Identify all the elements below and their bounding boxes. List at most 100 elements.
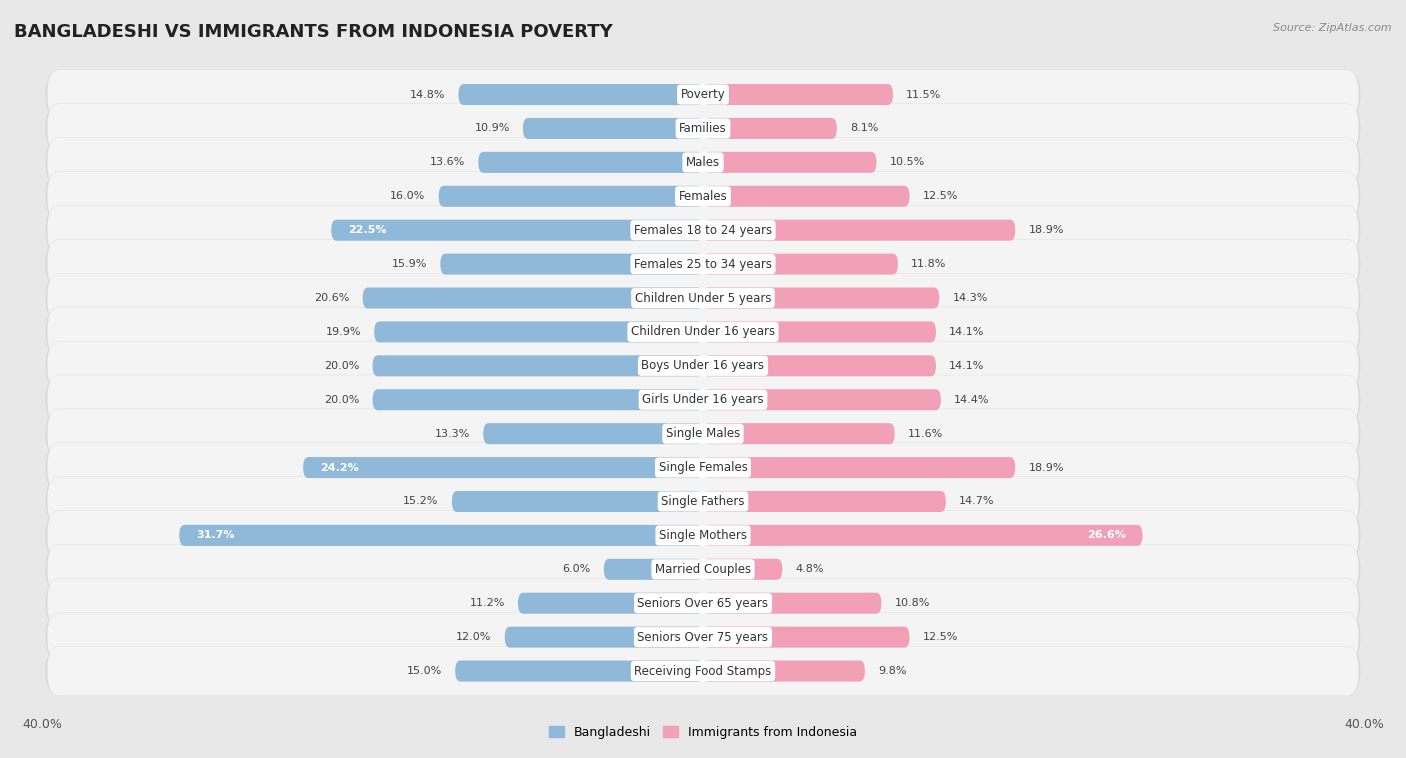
FancyBboxPatch shape [48,511,1358,560]
FancyBboxPatch shape [456,660,703,681]
Text: 18.9%: 18.9% [1028,225,1064,235]
FancyBboxPatch shape [523,118,703,139]
Text: 15.0%: 15.0% [406,666,441,676]
Text: 15.2%: 15.2% [404,496,439,506]
Text: 13.3%: 13.3% [434,429,470,439]
FancyBboxPatch shape [451,491,703,512]
FancyBboxPatch shape [703,84,893,105]
FancyBboxPatch shape [48,477,1358,526]
Text: Families: Families [679,122,727,135]
Text: 10.5%: 10.5% [890,158,925,168]
Text: 9.8%: 9.8% [879,666,907,676]
FancyBboxPatch shape [45,139,1361,186]
FancyBboxPatch shape [703,627,910,647]
Text: 16.0%: 16.0% [391,191,426,202]
FancyBboxPatch shape [703,321,936,343]
Text: 26.6%: 26.6% [1087,531,1126,540]
FancyBboxPatch shape [332,220,703,241]
FancyBboxPatch shape [48,138,1358,187]
FancyBboxPatch shape [304,457,703,478]
FancyBboxPatch shape [48,409,1358,459]
FancyBboxPatch shape [439,186,703,207]
FancyBboxPatch shape [45,241,1361,287]
FancyBboxPatch shape [703,390,941,410]
Text: Single Females: Single Females [658,461,748,474]
FancyBboxPatch shape [48,375,1358,424]
FancyBboxPatch shape [45,275,1361,321]
Text: Seniors Over 75 years: Seniors Over 75 years [637,631,769,644]
FancyBboxPatch shape [48,578,1358,628]
FancyBboxPatch shape [45,71,1361,117]
Text: 8.1%: 8.1% [851,124,879,133]
FancyBboxPatch shape [703,559,782,580]
Text: Children Under 5 years: Children Under 5 years [634,292,772,305]
FancyBboxPatch shape [45,411,1361,457]
Text: 31.7%: 31.7% [195,531,235,540]
Text: 13.6%: 13.6% [430,158,465,168]
FancyBboxPatch shape [48,274,1358,323]
Text: 14.4%: 14.4% [955,395,990,405]
Text: Single Mothers: Single Mothers [659,529,747,542]
Text: 11.6%: 11.6% [908,429,943,439]
FancyBboxPatch shape [703,220,1015,241]
Text: Seniors Over 65 years: Seniors Over 65 years [637,597,769,609]
FancyBboxPatch shape [458,84,703,105]
Text: 15.9%: 15.9% [392,259,427,269]
FancyBboxPatch shape [45,547,1361,592]
FancyBboxPatch shape [45,614,1361,660]
FancyBboxPatch shape [48,544,1358,594]
FancyBboxPatch shape [48,443,1358,493]
Text: 14.8%: 14.8% [409,89,446,99]
Text: Females: Females [679,190,727,203]
FancyBboxPatch shape [374,321,703,343]
Text: 12.5%: 12.5% [922,191,957,202]
FancyBboxPatch shape [180,525,703,546]
Text: Poverty: Poverty [681,88,725,101]
FancyBboxPatch shape [373,356,703,376]
FancyBboxPatch shape [703,660,865,681]
FancyBboxPatch shape [363,287,703,309]
FancyBboxPatch shape [45,444,1361,490]
FancyBboxPatch shape [48,70,1358,119]
Text: 12.0%: 12.0% [456,632,492,642]
Text: 14.1%: 14.1% [949,361,984,371]
FancyBboxPatch shape [605,559,703,580]
FancyBboxPatch shape [45,207,1361,253]
Legend: Bangladeshi, Immigrants from Indonesia: Bangladeshi, Immigrants from Indonesia [544,721,862,744]
Text: Girls Under 16 years: Girls Under 16 years [643,393,763,406]
FancyBboxPatch shape [703,356,936,376]
FancyBboxPatch shape [703,593,882,614]
Text: Single Fathers: Single Fathers [661,495,745,508]
Text: 14.1%: 14.1% [949,327,984,337]
Text: 20.0%: 20.0% [323,361,360,371]
Text: 10.8%: 10.8% [894,598,929,608]
FancyBboxPatch shape [45,174,1361,219]
FancyBboxPatch shape [703,152,876,173]
FancyBboxPatch shape [703,254,898,274]
Text: BANGLADESHI VS IMMIGRANTS FROM INDONESIA POVERTY: BANGLADESHI VS IMMIGRANTS FROM INDONESIA… [14,23,613,41]
FancyBboxPatch shape [45,377,1361,423]
FancyBboxPatch shape [478,152,703,173]
Text: Receiving Food Stamps: Receiving Food Stamps [634,665,772,678]
FancyBboxPatch shape [45,105,1361,152]
Text: 18.9%: 18.9% [1028,462,1064,472]
Text: Females 18 to 24 years: Females 18 to 24 years [634,224,772,236]
FancyBboxPatch shape [45,343,1361,389]
FancyBboxPatch shape [48,171,1358,221]
Text: 19.9%: 19.9% [326,327,361,337]
Text: Males: Males [686,156,720,169]
Text: 20.0%: 20.0% [323,395,360,405]
Text: 11.2%: 11.2% [470,598,505,608]
Text: Married Couples: Married Couples [655,562,751,576]
FancyBboxPatch shape [48,240,1358,289]
FancyBboxPatch shape [45,580,1361,626]
FancyBboxPatch shape [703,457,1015,478]
Text: 11.5%: 11.5% [907,89,942,99]
FancyBboxPatch shape [45,309,1361,355]
FancyBboxPatch shape [45,512,1361,559]
FancyBboxPatch shape [48,612,1358,662]
FancyBboxPatch shape [48,341,1358,390]
FancyBboxPatch shape [703,287,939,309]
Text: 4.8%: 4.8% [796,564,824,575]
FancyBboxPatch shape [440,254,703,274]
